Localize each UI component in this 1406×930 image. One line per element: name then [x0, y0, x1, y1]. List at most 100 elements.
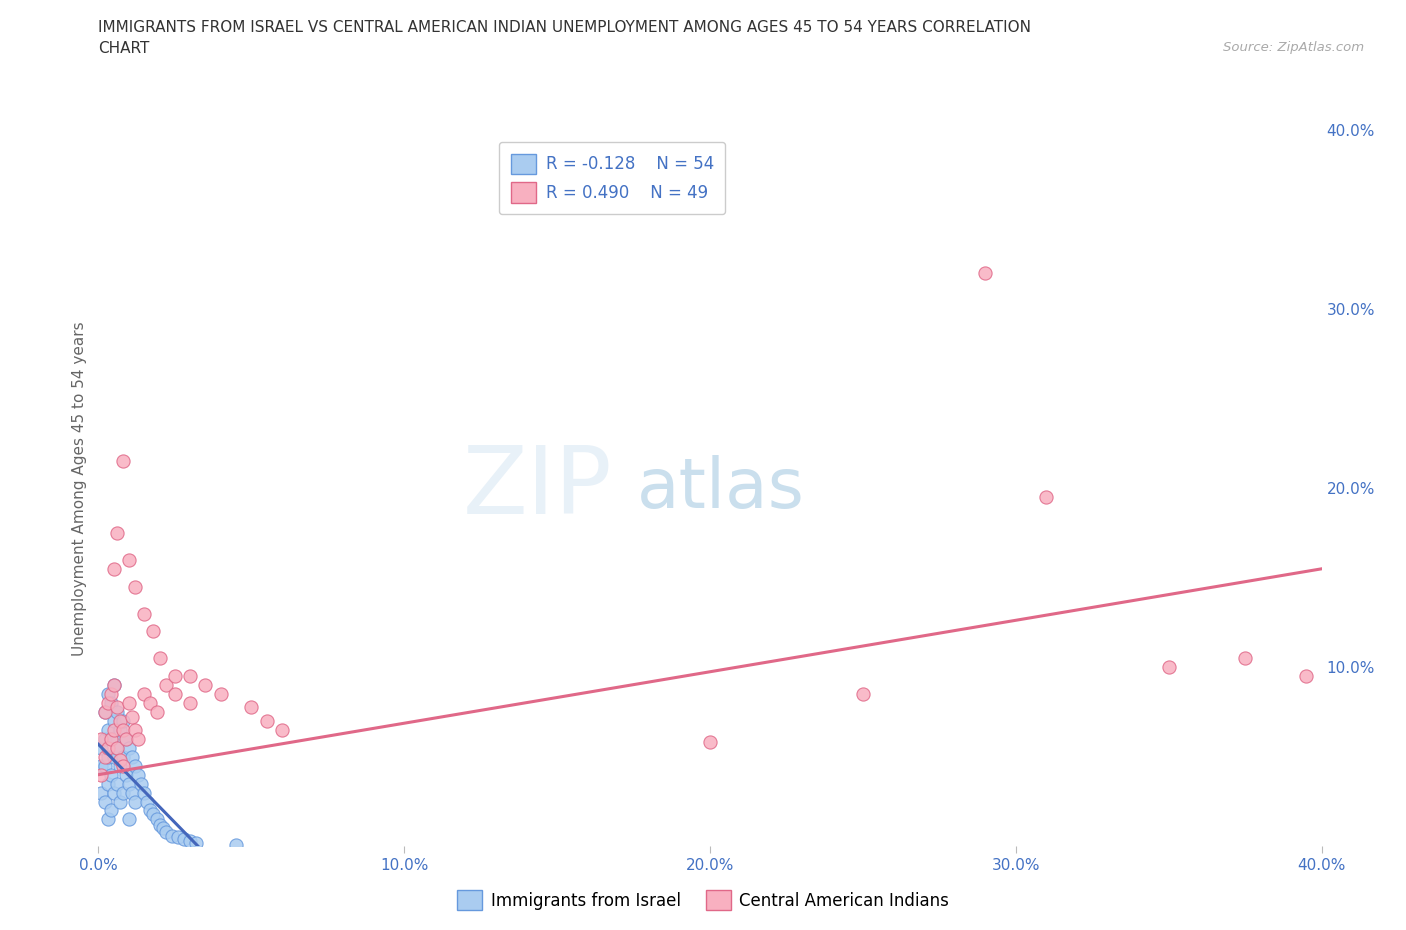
- Point: [155, 678, 177, 693]
- Text: atlas: atlas: [637, 455, 804, 522]
- Point: [97, 723, 120, 737]
- Point: [136, 794, 159, 809]
- Point: [97, 740, 120, 755]
- Point: [1234, 651, 1257, 666]
- Point: [974, 266, 997, 281]
- Point: [121, 710, 143, 724]
- Point: [105, 777, 128, 791]
- Point: [179, 669, 201, 684]
- Point: [134, 785, 156, 800]
- Point: [179, 833, 201, 848]
- Legend: Immigrants from Israel, Central American Indians: Immigrants from Israel, Central American…: [450, 884, 956, 917]
- Point: [105, 740, 128, 755]
- Point: [149, 651, 172, 666]
- Point: [121, 750, 143, 764]
- Point: [111, 723, 134, 737]
- Point: [142, 806, 165, 821]
- Point: [105, 525, 128, 540]
- Point: [149, 817, 172, 832]
- Point: [111, 713, 134, 728]
- Point: [100, 732, 122, 747]
- Point: [111, 750, 134, 764]
- Point: [100, 686, 122, 701]
- Text: IMMIGRANTS FROM ISRAEL VS CENTRAL AMERICAN INDIAN UNEMPLOYMENT AMONG AGES 45 TO : IMMIGRANTS FROM ISRAEL VS CENTRAL AMERIC…: [98, 20, 1032, 35]
- Point: [103, 678, 125, 693]
- Point: [93, 705, 115, 720]
- Point: [97, 777, 120, 791]
- Point: [108, 758, 131, 773]
- Text: CHART: CHART: [98, 41, 150, 56]
- Point: [173, 831, 195, 846]
- Point: [139, 804, 162, 818]
- Point: [118, 696, 141, 711]
- Point: [124, 579, 146, 594]
- Y-axis label: Unemployment Among Ages 45 to 54 years: Unemployment Among Ages 45 to 54 years: [72, 321, 87, 656]
- Point: [1035, 490, 1057, 505]
- Point: [93, 750, 115, 764]
- Point: [100, 696, 122, 711]
- Legend: R = -0.128    N = 54, R = 0.490    N = 49: R = -0.128 N = 54, R = 0.490 N = 49: [499, 142, 725, 215]
- Point: [90, 740, 112, 755]
- Point: [108, 753, 131, 768]
- Point: [108, 713, 131, 728]
- Point: [145, 705, 167, 720]
- Point: [163, 669, 186, 684]
- Point: [111, 758, 134, 773]
- Point: [139, 696, 162, 711]
- Point: [118, 552, 141, 567]
- Point: [93, 705, 115, 720]
- Point: [97, 686, 120, 701]
- Point: [179, 696, 201, 711]
- Point: [145, 812, 167, 827]
- Point: [90, 767, 112, 782]
- Point: [115, 767, 138, 782]
- Point: [103, 723, 125, 737]
- Point: [124, 758, 146, 773]
- Point: [124, 723, 146, 737]
- Point: [105, 740, 128, 755]
- Point: [118, 777, 141, 791]
- Point: [270, 723, 292, 737]
- Point: [97, 750, 120, 764]
- Point: [90, 785, 112, 800]
- Point: [103, 562, 125, 577]
- Point: [97, 812, 120, 827]
- Point: [100, 732, 122, 747]
- Point: [127, 732, 149, 747]
- Point: [108, 794, 131, 809]
- Point: [100, 804, 122, 818]
- Point: [142, 624, 165, 639]
- Point: [105, 699, 128, 714]
- Point: [1157, 660, 1180, 675]
- Point: [105, 705, 128, 720]
- Point: [97, 696, 120, 711]
- Point: [111, 785, 134, 800]
- Point: [240, 699, 263, 714]
- Point: [134, 606, 156, 621]
- Point: [129, 777, 152, 791]
- Point: [93, 758, 115, 773]
- Point: [699, 735, 721, 750]
- Text: ZIP: ZIP: [463, 443, 612, 534]
- Point: [155, 825, 177, 840]
- Point: [167, 830, 190, 844]
- Point: [194, 678, 217, 693]
- Point: [103, 713, 125, 728]
- Point: [103, 750, 125, 764]
- Point: [1295, 669, 1317, 684]
- Text: Source: ZipAtlas.com: Source: ZipAtlas.com: [1223, 41, 1364, 54]
- Point: [100, 767, 122, 782]
- Point: [852, 686, 875, 701]
- Point: [115, 732, 138, 747]
- Point: [118, 812, 141, 827]
- Point: [134, 686, 156, 701]
- Point: [90, 732, 112, 747]
- Point: [115, 732, 138, 747]
- Point: [93, 794, 115, 809]
- Point: [108, 723, 131, 737]
- Point: [152, 821, 174, 836]
- Point: [111, 454, 134, 469]
- Point: [103, 785, 125, 800]
- Point: [90, 758, 112, 773]
- Point: [186, 835, 208, 850]
